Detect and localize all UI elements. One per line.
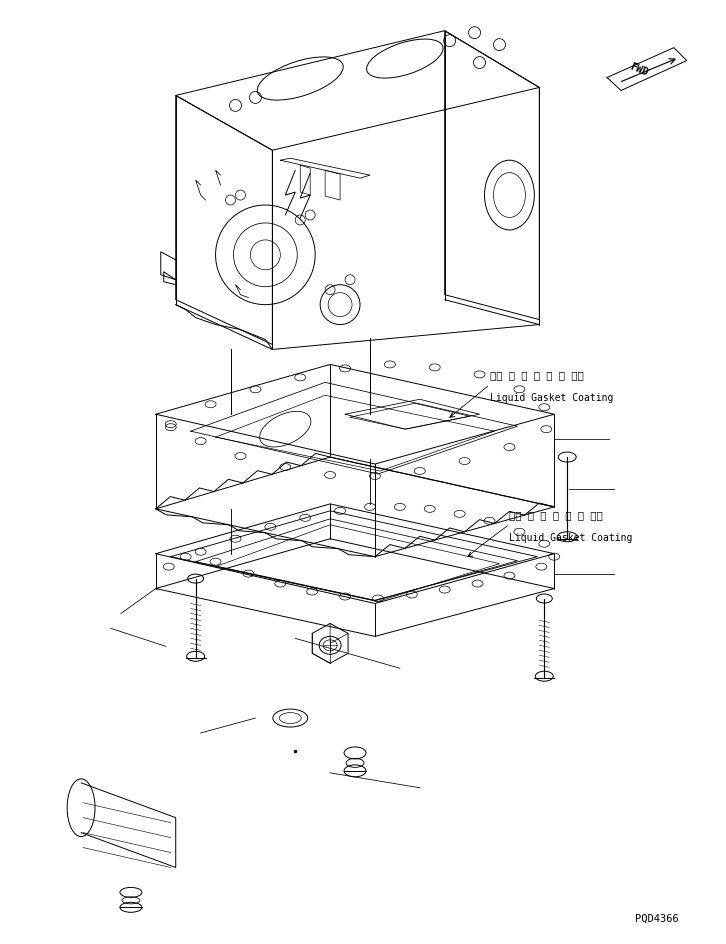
Text: FWD: FWD — [629, 61, 650, 77]
Text: Liquid Gasket Coating: Liquid Gasket Coating — [489, 393, 613, 403]
Text: 液状 ガ ス ケ ッ ト 塔布: 液状 ガ ス ケ ッ ト 塔布 — [489, 370, 583, 379]
Text: Liquid Gasket Coating: Liquid Gasket Coating — [510, 532, 633, 542]
Text: 液状 ガ ス ケ ッ ト 塔布: 液状 ガ ス ケ ッ ト 塔布 — [510, 509, 603, 519]
Text: PQD4366: PQD4366 — [635, 912, 679, 922]
